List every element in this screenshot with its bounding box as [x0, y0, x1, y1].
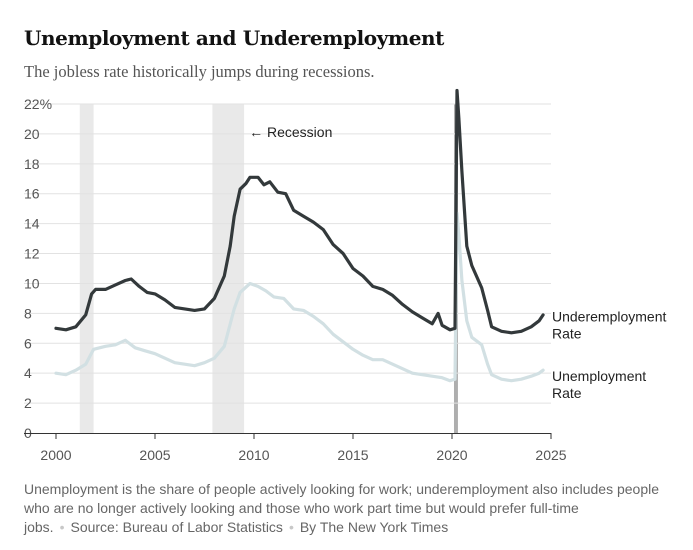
- footnote: Unemployment is the share of people acti…: [24, 480, 674, 537]
- recession-band: [79, 104, 94, 433]
- x-tick-label: 2010: [238, 447, 269, 463]
- x-tick-label: 2005: [139, 447, 170, 463]
- y-tick-label: 22%: [24, 96, 52, 112]
- y-tick-label: 14: [24, 216, 40, 232]
- y-tick-label: 20: [24, 126, 40, 142]
- x-tick-label: 2020: [436, 447, 467, 463]
- separator-dot: •: [59, 519, 65, 535]
- separator-dot: •: [288, 519, 294, 535]
- chart-title: Unemployment and Underemployment: [24, 26, 445, 50]
- source-credit: Source: Bureau of Labor Statistics: [70, 519, 283, 535]
- recession-annotation: ← Recession: [249, 124, 332, 140]
- footnote-text: Unemployment is the share of people acti…: [24, 481, 660, 535]
- line-chart: 0246810121416182022% 2000200520102015202…: [24, 88, 666, 463]
- x-tick-label: 2025: [535, 447, 566, 463]
- y-tick-label: 10: [24, 275, 40, 291]
- underemployment-series-label: Underemployment Rate: [552, 308, 666, 341]
- y-tick-label: 8: [24, 305, 32, 321]
- byline-credit: By The New York Times: [299, 519, 449, 535]
- x-tick-label: 2000: [40, 447, 71, 463]
- recession-band: [212, 104, 245, 433]
- x-tick-label: 2015: [337, 447, 368, 463]
- y-tick-label: 4: [24, 365, 32, 381]
- chart-subtitle: The jobless rate historically jumps duri…: [24, 62, 375, 81]
- unemployment-series-label: Unemployment Rate: [552, 368, 646, 401]
- y-tick-label: 18: [24, 156, 40, 172]
- y-tick-label: 12: [24, 246, 40, 262]
- underemployment-line: [54, 88, 545, 335]
- y-tick-label: 6: [24, 335, 32, 351]
- unemployment-line: [54, 211, 545, 383]
- y-tick-label: 2: [24, 395, 32, 411]
- y-tick-label: 16: [24, 186, 40, 202]
